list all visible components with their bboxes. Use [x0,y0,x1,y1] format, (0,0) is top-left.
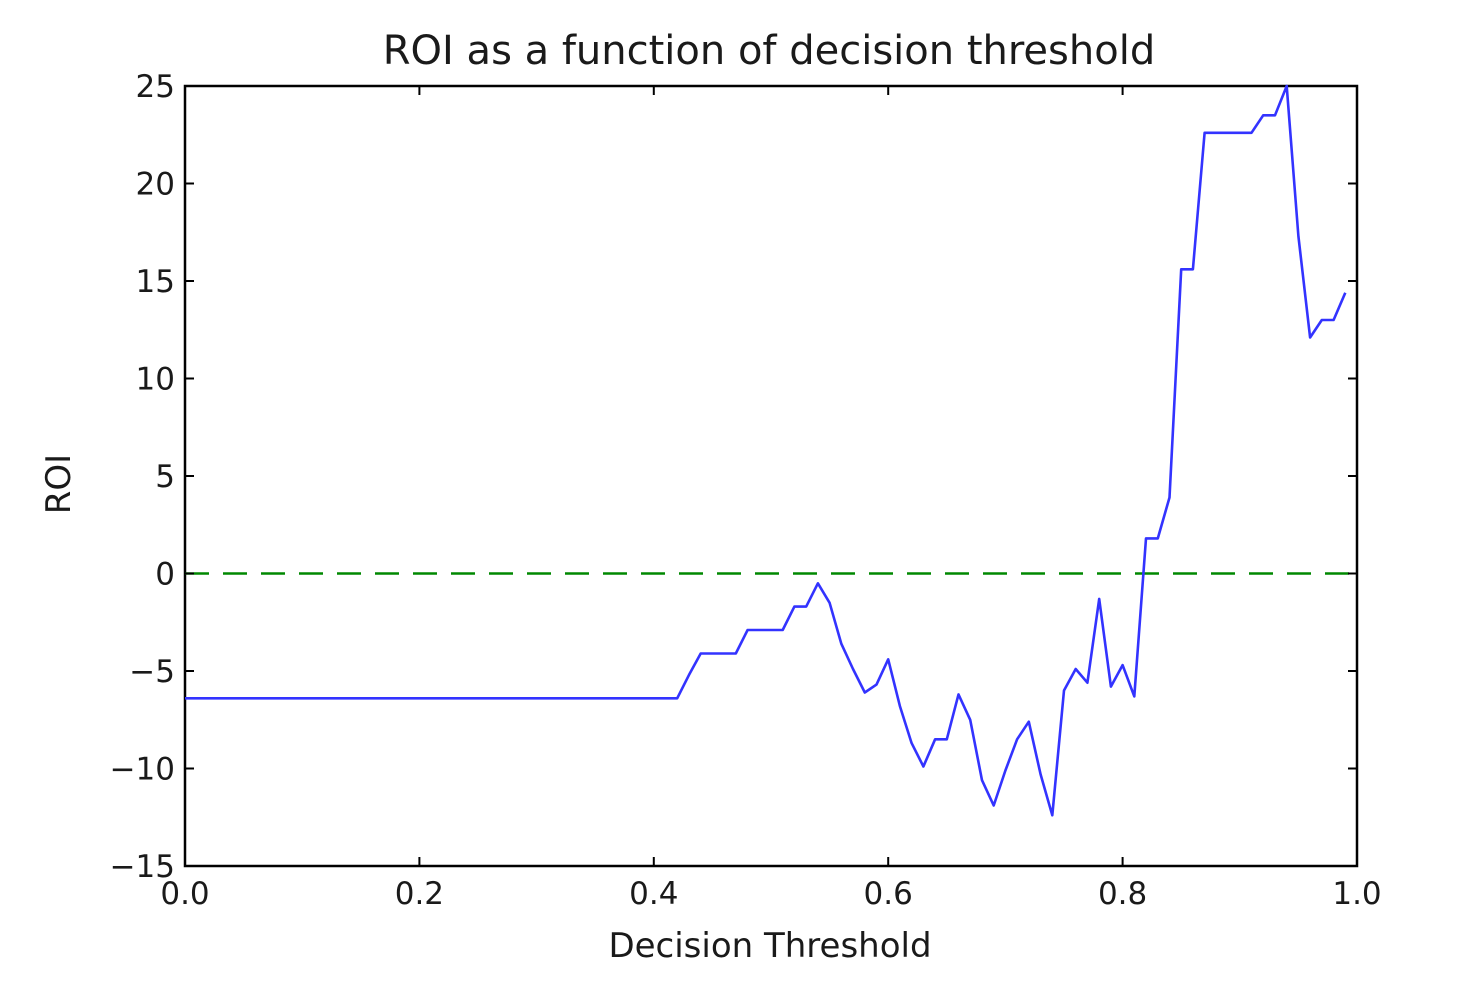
roi-series-line [185,84,1347,817]
y-tick-label: 25 [136,69,175,105]
y-tick-label: −15 [110,849,175,885]
chart-title: ROI as a function of decision threshold [383,28,1155,74]
x-tick-label: 0.6 [864,876,913,912]
x-tick-label: 0.2 [395,876,444,912]
x-tick-label: 0.4 [629,876,678,912]
x-tick-label: 1.0 [1332,876,1381,912]
y-tick-label: 20 [136,167,175,203]
ticks-layer: 0.0 0.2 0.4 0.6 0.8 1.0 −15 −10 −5 0 5 10 15 20 25 [110,69,1382,912]
y-tick-label: −5 [129,654,175,690]
y-tick-label: 5 [155,459,175,495]
x-tick-label: 0.8 [1098,876,1147,912]
y-axis-label: ROI [39,454,79,514]
x-axis-label: Decision Threshold [608,926,931,966]
y-tick-label: 0 [155,557,175,593]
y-tick-label: 10 [136,362,175,398]
series-layer [185,84,1347,817]
y-tick-label: −10 [110,752,175,788]
y-tick-label: 15 [136,264,175,300]
x-tick-label: 0.0 [160,876,209,912]
plot-frame [183,84,1359,868]
